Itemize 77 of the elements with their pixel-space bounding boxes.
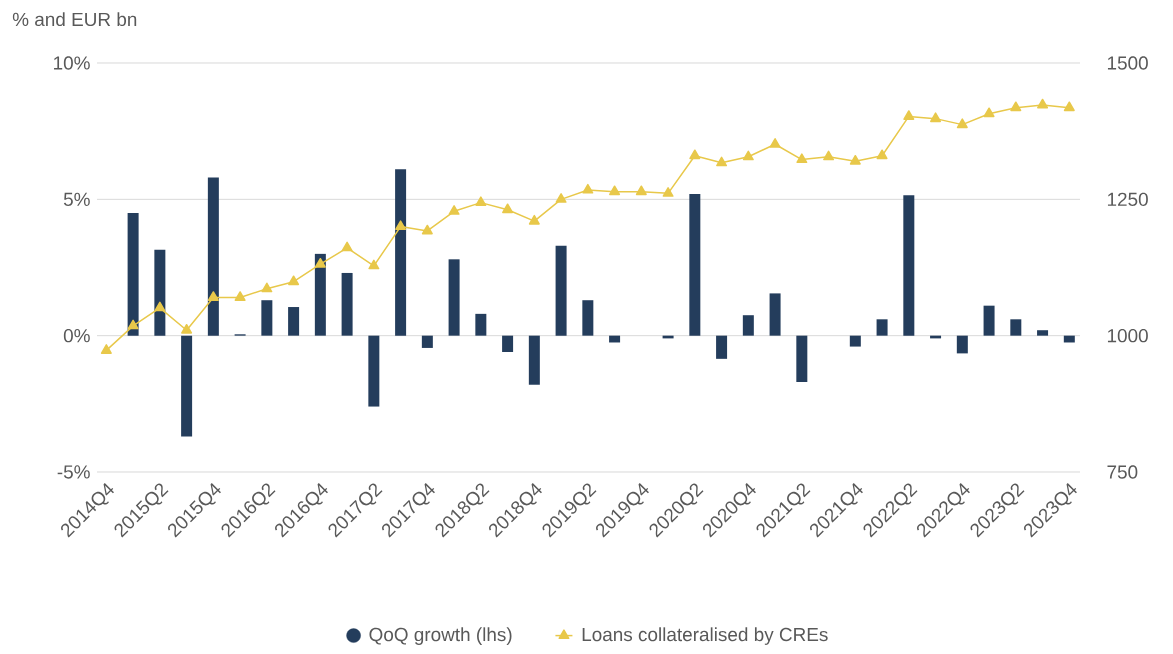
bar [983,305,995,336]
bar [1037,330,1049,336]
bar [127,212,139,336]
point [769,138,781,148]
point [502,203,514,214]
bar [689,193,701,336]
bar [903,195,915,336]
point [1010,101,1022,112]
point [662,187,674,197]
y2-tick-label: 1250 [1107,192,1148,207]
bar [849,335,861,347]
point [288,275,300,286]
point [368,259,380,270]
bar [528,335,540,385]
point [689,149,701,160]
point [261,282,273,293]
bar [181,335,193,437]
point [609,185,621,196]
point [448,205,460,215]
legend-label: QoQ growth (lhs) [369,627,512,645]
point [1037,98,1049,109]
bar [555,245,567,336]
bar [716,335,728,359]
point [234,291,246,301]
bar [956,335,968,354]
point [876,149,888,160]
chart-subtitle: % and EUR bn [12,12,137,27]
point [421,224,433,235]
bar [448,259,460,336]
point [127,319,139,330]
legend-label: Loans collateralised by CREs [582,627,828,645]
point [796,153,808,164]
bar [742,315,754,336]
bar [796,335,808,383]
point [983,107,995,118]
point [181,323,193,334]
point [930,112,942,123]
point [555,193,567,203]
point [314,257,326,268]
bar [314,253,326,336]
y-tick-label: -5% [57,465,90,479]
bar [341,272,353,336]
point [823,150,835,161]
point [956,118,968,129]
bar [288,307,300,336]
y-tick-label: 0% [63,328,90,343]
point [341,241,353,252]
point [582,183,594,194]
point [395,220,407,231]
point [716,156,728,167]
point [100,344,112,354]
bar [769,293,781,336]
y-tick-label: 10% [54,56,90,70]
bar [502,335,514,353]
point [849,154,861,165]
bar [395,169,407,336]
point [154,301,166,312]
bar [368,335,380,407]
y2-tick-label: 1500 [1107,56,1148,70]
point [903,110,915,120]
bar [154,249,166,336]
bar [1010,319,1022,336]
point [475,196,487,207]
point [635,185,647,196]
bar [421,335,433,348]
y-tick-label: 5% [63,192,90,206]
bar [207,177,219,336]
point [528,214,540,225]
bar [261,300,273,336]
bar [876,319,888,336]
point [207,291,219,301]
bar [475,313,487,336]
y2-tick-label: 750 [1107,465,1138,479]
y2-tick-label: 1000 [1107,328,1148,343]
bar [582,300,594,336]
point [742,150,754,161]
point [1063,101,1075,112]
